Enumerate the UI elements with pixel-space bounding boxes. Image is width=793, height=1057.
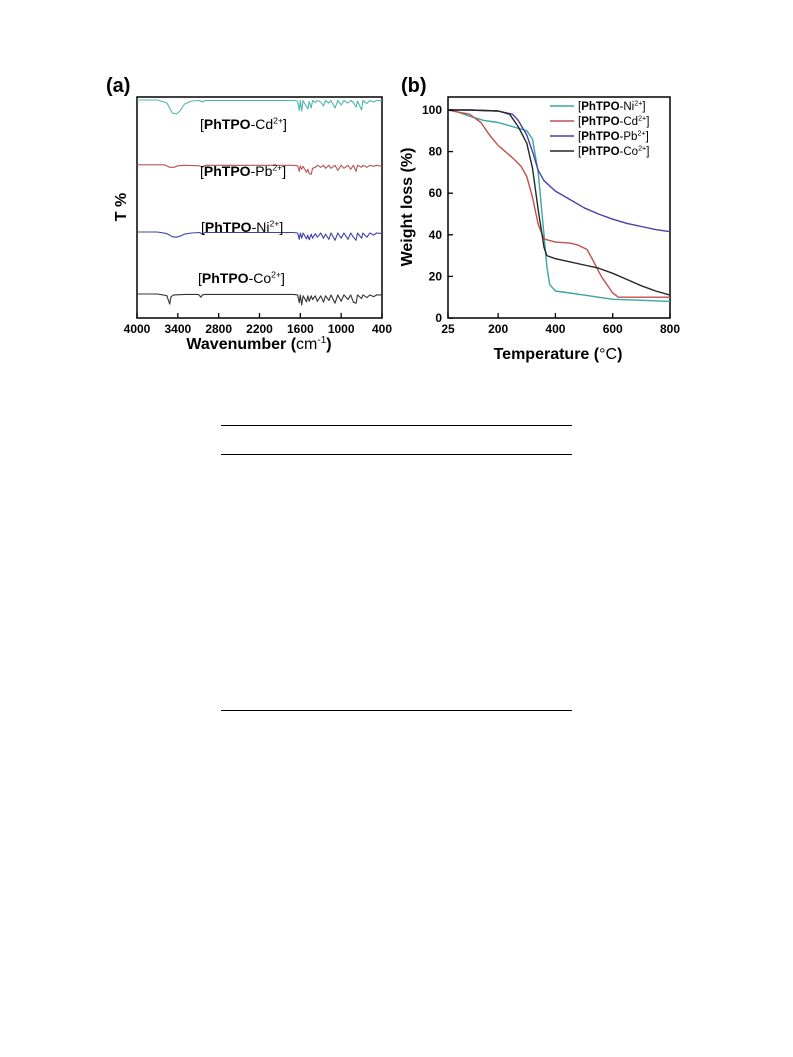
table-top-rule	[221, 425, 572, 426]
legend-entry-label: [PhTPO-Co2+]	[578, 145, 649, 158]
ftir-series-line	[137, 231, 383, 241]
ftir-series-label: [PhTPO-Co2+]	[198, 270, 285, 286]
ftir-x-tick-label: 1000	[328, 322, 355, 336]
tga-x-tick-label: 400	[545, 322, 565, 336]
legend-entry-label: [PhTPO-Ni2+]	[578, 100, 646, 113]
ftir-y-axis-label: T %	[113, 193, 130, 221]
ftir-x-tick-label: 400	[372, 322, 392, 336]
tga-y-axis-label: Weight loss (%)	[399, 148, 416, 267]
ftir-series-line	[137, 293, 382, 306]
tga-panel: (b) 25 200 400 600 800 0 20 40 60 80 100 Temperature…	[399, 75, 680, 363]
panel-b-label: (b)	[401, 75, 427, 97]
table-header-rule	[221, 454, 572, 455]
ftir-x-tick-label: 2200	[246, 322, 273, 336]
tga-series-line	[448, 109, 671, 233]
tga-legend: [PhTPO-Ni2+] [PhTPO-Cd2+] [PhTPO-Pb2+] [PhT…	[550, 100, 649, 158]
ftir-series-line	[137, 99, 382, 115]
ftir-x-tick-label: 3400	[164, 322, 191, 336]
ftir-x-tick-label: 4000	[124, 322, 151, 336]
legend-entry-label: [PhTPO-Pb2+]	[578, 130, 649, 143]
tga-x-tick-label: 600	[603, 322, 623, 336]
tga-x-tick-label: 25	[441, 322, 455, 336]
tga-series-line	[448, 109, 671, 296]
tga-y-tick-label: 40	[429, 228, 443, 242]
tga-y-tick-label: 80	[429, 145, 443, 159]
tga-y-tick-label: 60	[429, 186, 443, 200]
panel-b-plot-frame	[447, 96, 671, 319]
legend-entry-label: [PhTPO-Cd2+]	[578, 115, 649, 128]
ftir-panel: (a) [PhTPO-Cd2+] [PhTPO-Pb2+] [PhTPO-Ni2+] […	[106, 75, 392, 353]
panel-a-label: (a)	[106, 75, 130, 97]
tga-y-tick-label: 20	[429, 269, 443, 283]
tga-x-axis-label: Temperature (°C)	[494, 346, 623, 363]
ftir-series-label: [PhTPO-Cd2+]	[200, 116, 287, 132]
ftir-series-label: [PhTPO-Ni2+]	[201, 219, 283, 235]
table-bottom-rule	[221, 710, 572, 711]
ftir-x-tick-label: 2800	[205, 322, 232, 336]
ftir-x-axis-label: Wavenumber (cm-1)	[186, 335, 331, 353]
tga-x-tick-label: 200	[488, 322, 508, 336]
tga-x-tick-label: 800	[660, 322, 680, 336]
ftir-series-line	[137, 164, 383, 175]
ftir-series-label: [PhTPO-Pb2+]	[200, 163, 286, 179]
tga-y-tick-label: 100	[422, 103, 442, 117]
tga-y-tick-label: 0	[435, 311, 442, 325]
ftir-x-tick-label: 1600	[287, 322, 314, 336]
tga-series-line	[447, 109, 671, 303]
